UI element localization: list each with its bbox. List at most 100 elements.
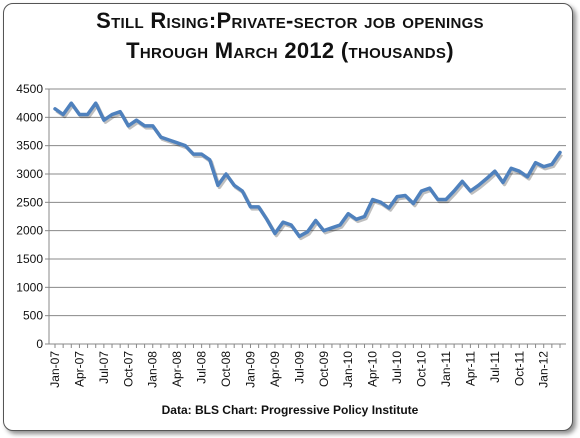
data-point: [135, 119, 138, 121]
data-point: [314, 219, 317, 222]
x-tick-label: Jan-08: [146, 351, 160, 388]
data-point: [184, 144, 187, 147]
x-tick-label: Apr-09: [268, 351, 282, 387]
data-point: [518, 170, 521, 172]
chart-title-line1: Still Rising:Private-sector job openings: [96, 8, 484, 33]
data-point: [86, 113, 89, 116]
data-point: [461, 180, 464, 183]
data-point: [322, 229, 325, 232]
data-point: [176, 142, 178, 144]
data-point: [388, 207, 390, 209]
data-point: [363, 215, 366, 218]
data-point: [428, 187, 431, 189]
x-tick-label: Jul-08: [195, 351, 209, 384]
chart-title-line2: Through March 2012 (thousands): [126, 38, 454, 63]
data-point: [347, 212, 350, 215]
x-tick-label: Jan-09: [243, 351, 257, 388]
data-point: [160, 136, 162, 138]
x-tick-label: Jul-10: [390, 351, 404, 384]
data-point: [437, 198, 439, 201]
data-point: [485, 177, 488, 180]
data-point: [445, 198, 447, 201]
x-tick-label: Apr-08: [170, 351, 184, 387]
x-tick-label: Oct-08: [219, 351, 233, 387]
data-point: [494, 170, 496, 172]
series-line: [53, 101, 562, 239]
data-point: [542, 165, 545, 168]
x-tick-label: Jan-11: [439, 351, 453, 387]
data-point: [192, 153, 195, 155]
data-point: [111, 113, 113, 116]
data-point: [526, 176, 529, 178]
data-point: [249, 206, 252, 208]
series-job-openings: [53, 101, 563, 241]
data-point: [420, 190, 423, 192]
data-point: [469, 190, 472, 192]
data-point: [331, 227, 333, 229]
axes: [45, 88, 566, 348]
data-point: [225, 173, 227, 175]
y-tick-label: 2500: [16, 195, 43, 209]
x-tick-label: Jul-07: [97, 351, 111, 384]
x-tick-label: Jul-09: [292, 351, 306, 384]
data-point: [62, 113, 64, 116]
x-tick-label: Oct-09: [317, 351, 331, 387]
y-tick-label: 1000: [16, 280, 43, 294]
data-point: [396, 195, 398, 198]
data-point: [78, 113, 81, 116]
y-tick-label: 4500: [16, 82, 43, 96]
data-point: [127, 125, 130, 127]
data-point: [143, 125, 146, 127]
x-tick-label: Jan-07: [48, 351, 62, 388]
data-point: [502, 181, 504, 184]
data-point: [54, 108, 56, 110]
data-point: [94, 102, 97, 104]
x-tick-labels: Jan-07 Apr-07 Jul-07 Oct-07 Jan-08 Apr-08 Jul-…: [48, 351, 551, 388]
chart-source-note: Data: BLS Chart: Progressive Policy Inst…: [161, 403, 419, 417]
x-tick-label: Apr-07: [72, 351, 86, 387]
data-point: [290, 224, 293, 226]
data-point: [208, 159, 211, 161]
data-point: [241, 190, 244, 192]
data-point: [151, 125, 154, 127]
data-point: [200, 153, 203, 155]
y-tick-labels: 0 500 1000 1500 2000 2500 3000 3500 4000 4500: [16, 82, 43, 351]
x-tick-label: Jan-12: [537, 351, 551, 388]
data-point: [404, 194, 407, 197]
y-tick-label: 3500: [16, 139, 43, 153]
data-point: [257, 206, 260, 208]
y-tick-label: 1500: [16, 252, 43, 266]
chart-frame: [3, 3, 573, 431]
x-tick-label: Oct-07: [121, 351, 135, 387]
data-point: [274, 232, 276, 235]
y-tick-label: 3000: [16, 167, 43, 181]
y-tick-label: 500: [23, 309, 43, 323]
data-point: [339, 224, 341, 226]
data-point: [453, 190, 455, 192]
data-point: [265, 218, 268, 221]
x-tick-label: Apr-11: [463, 351, 477, 386]
data-point: [298, 235, 301, 238]
y-tick-label: 4000: [16, 110, 43, 124]
data-point: [412, 202, 415, 205]
data-point: [380, 201, 382, 204]
y-tick-label: 2000: [16, 224, 43, 238]
data-point: [70, 102, 73, 104]
data-point: [534, 161, 537, 164]
data-point: [168, 139, 170, 141]
x-tick-label: Jul-11: [488, 351, 502, 383]
x-tick-label: Oct-10: [415, 351, 429, 387]
data-point: [282, 221, 284, 223]
x-tick-label: Oct-11: [512, 351, 526, 386]
data-point: [477, 184, 480, 187]
data-point: [233, 184, 235, 187]
data-point: [510, 167, 512, 170]
data-point: [306, 231, 309, 233]
x-tick-label: Jan-10: [341, 351, 355, 388]
data-point: [103, 119, 105, 121]
x-tick-label: Apr-10: [366, 351, 380, 387]
data-point: [217, 184, 219, 187]
data-point: [559, 151, 561, 154]
data-point: [355, 218, 358, 221]
